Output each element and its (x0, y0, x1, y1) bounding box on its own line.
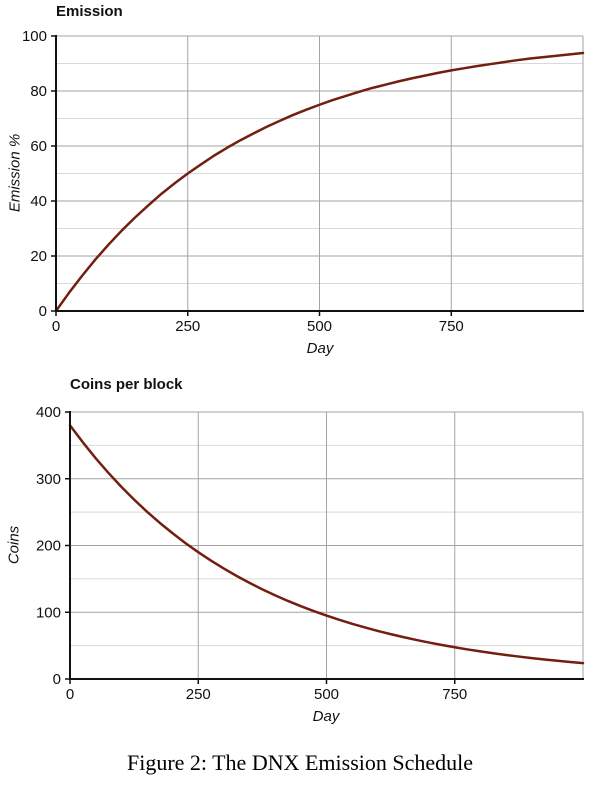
figure-caption: Figure 2: The DNX Emission Schedule (126, 750, 474, 775)
y-tick-label: 20 (30, 248, 47, 265)
x-tick-label: 750 (439, 318, 464, 335)
x-tick-label: 500 (314, 686, 339, 703)
emission-percent-curve (54, 51, 585, 313)
coins-chart-title: Coins per block (70, 376, 183, 393)
coins-per-block-curve (68, 424, 585, 665)
x-tick-label: 250 (186, 686, 211, 703)
y-tick-label: 100 (36, 604, 61, 621)
emission-chart-title: Emission (56, 3, 123, 20)
coins-chart: 0 100 200 300 400 0 250 500 750 (36, 404, 585, 703)
emission-x-axis-label: Day (306, 340, 334, 357)
x-tick-label: 0 (66, 686, 74, 703)
coins-x-axis-label: Day (312, 708, 340, 725)
x-tick-label: 500 (307, 318, 332, 335)
y-tick-label: 80 (30, 83, 47, 100)
y-tick-label: 200 (36, 538, 61, 555)
y-tick-label: 400 (36, 404, 61, 421)
y-tick-label: 0 (53, 671, 61, 688)
y-tick-label: 300 (36, 471, 61, 488)
x-tick-label: 750 (442, 686, 467, 703)
x-tick-label: 0 (52, 318, 60, 335)
y-tick-label: 0 (39, 303, 47, 320)
y-tick-label: 60 (30, 138, 47, 155)
emission-chart: 0 20 40 60 80 100 0 250 500 750 (22, 28, 585, 335)
x-tick-label: 250 (175, 318, 200, 335)
y-tick-label: 100 (22, 28, 47, 45)
y-tick-label: 40 (30, 193, 47, 210)
